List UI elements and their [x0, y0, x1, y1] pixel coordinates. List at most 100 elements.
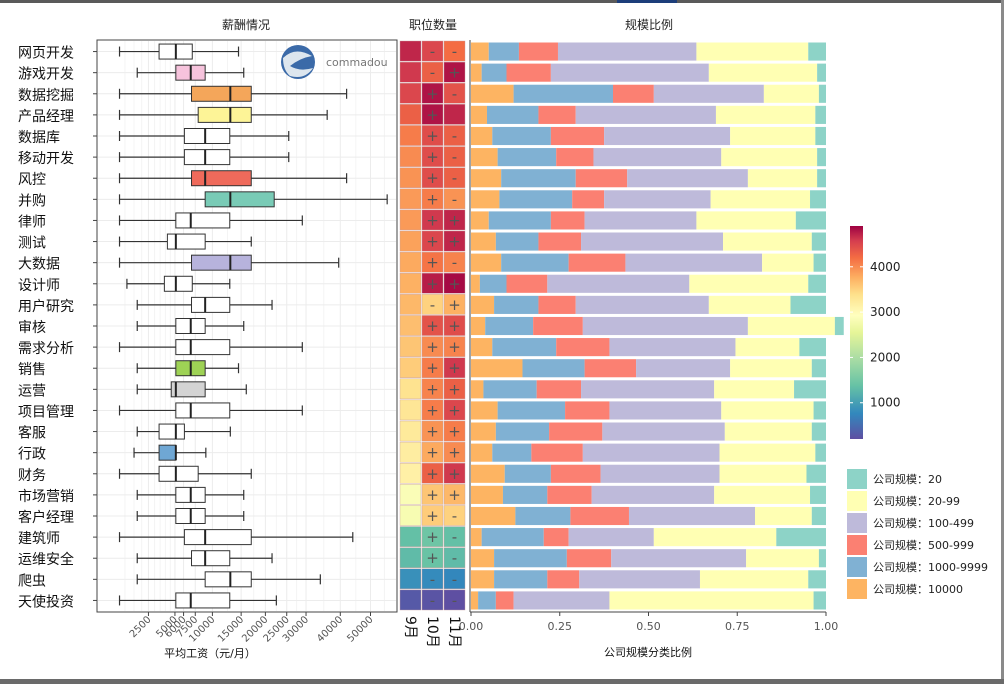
heatmap-cell [399, 146, 422, 167]
bar-segment [536, 380, 582, 399]
heatmap-cell [421, 399, 444, 421]
box-iqr [183, 128, 231, 144]
category-label: 移动开发 [18, 151, 74, 167]
bar-segment [513, 84, 613, 103]
bar-segment [747, 316, 835, 336]
decrease-sign: - [430, 591, 435, 609]
category-label: 建筑师 [18, 531, 60, 547]
increase-sign: + [426, 211, 439, 229]
bar-segment [515, 506, 571, 526]
box-11 [118, 254, 340, 271]
bar-segment [549, 422, 603, 441]
bar-segment [710, 190, 811, 209]
heatmap-cell [399, 83, 422, 104]
increase-sign: + [426, 127, 439, 145]
box-17 [136, 381, 247, 398]
bar-segment [776, 528, 826, 547]
increase-sign: + [448, 380, 461, 398]
stacked-bar-row [471, 401, 826, 420]
bar-segment [471, 105, 487, 124]
bar-segment [817, 148, 826, 167]
bar-segment [593, 148, 722, 167]
heatmap-cell [421, 125, 444, 146]
bar-segment [808, 42, 826, 61]
category-label: 销售 [18, 362, 46, 378]
category-label: 财务 [18, 468, 46, 484]
bar-segment [575, 169, 628, 188]
bar-segment [636, 359, 731, 378]
bar-segment [628, 506, 755, 526]
category-label: 风控 [18, 172, 46, 188]
bar-segment [730, 126, 816, 146]
bar-segment [565, 401, 610, 420]
bar-segment [582, 316, 748, 336]
stacked-bar-row [471, 485, 826, 504]
bar-segment [708, 63, 818, 82]
bar-segment [811, 422, 826, 441]
bar-segment [811, 232, 826, 251]
bar-segment [719, 464, 807, 483]
box-iqr [158, 423, 185, 440]
stacked-bar-row [471, 84, 826, 103]
bar-segment [492, 338, 557, 357]
stacked-bar-row [471, 338, 826, 357]
heatmap-cell [443, 589, 466, 611]
category-label: 审核 [18, 320, 46, 336]
legend-label: 公司规模：1000-9999 [873, 560, 988, 574]
legend-label: 公司规模：20 [873, 472, 942, 486]
heatmap-cell [399, 167, 422, 188]
bar-segment [627, 169, 748, 188]
heatmap-cell [443, 167, 466, 188]
decrease-sign: - [452, 127, 457, 145]
heatmap-cell [443, 61, 466, 83]
bar-segment [488, 211, 551, 230]
bar-segment [471, 380, 484, 399]
increase-sign: + [426, 465, 439, 483]
bar-segment [471, 506, 516, 526]
bar-segment [547, 274, 690, 293]
bar-x-label: 公司规模分类比例 [604, 645, 692, 659]
bar-segment [813, 401, 826, 420]
box-iqr [175, 339, 231, 356]
bar-segment [817, 169, 826, 188]
colorbar-tick-label: 2000 [870, 350, 901, 364]
bar-segment [806, 464, 826, 483]
bar-segment [471, 274, 480, 293]
colorbar-tick-label: 1000 [870, 396, 901, 410]
bar-segment [471, 401, 498, 420]
heatmap-title: 职位数量 [409, 17, 457, 32]
bar-segment [471, 169, 502, 188]
category-label: 产品经理 [18, 109, 74, 125]
colorbar-tick-label: 3000 [870, 305, 901, 319]
increase-sign: + [426, 528, 439, 546]
stacked-bar-row [471, 274, 826, 293]
bar-segment [604, 126, 731, 146]
x-tick-label: 0.00 [459, 620, 484, 633]
bar-segment [479, 274, 507, 293]
bar-segment [808, 570, 826, 589]
bar-segment [506, 274, 548, 293]
bar-segment [808, 274, 826, 293]
bar-segment [550, 464, 601, 483]
heatmap-cell [399, 357, 422, 378]
box-23 [136, 508, 245, 524]
heatmap-cell [421, 83, 444, 104]
increase-sign: + [448, 296, 461, 314]
decrease-sign: - [452, 507, 457, 525]
box-6 [118, 149, 290, 166]
heatmap-cell [399, 568, 422, 590]
heatmap-cell [443, 188, 466, 210]
increase-sign: + [426, 486, 439, 504]
bar-segment [575, 295, 709, 314]
heatmap-cell [443, 568, 466, 590]
legend-swatch [847, 579, 867, 599]
watermark-logo-swirl [283, 51, 313, 77]
increase-sign: + [426, 85, 439, 103]
box-22 [136, 486, 245, 503]
box-iqr [183, 149, 231, 166]
bar-segment [522, 359, 585, 378]
heatmap-cell [443, 125, 466, 146]
heatmap-cell [443, 251, 466, 273]
heatmap-cell [443, 378, 466, 400]
heatmap-cell [399, 505, 422, 526]
